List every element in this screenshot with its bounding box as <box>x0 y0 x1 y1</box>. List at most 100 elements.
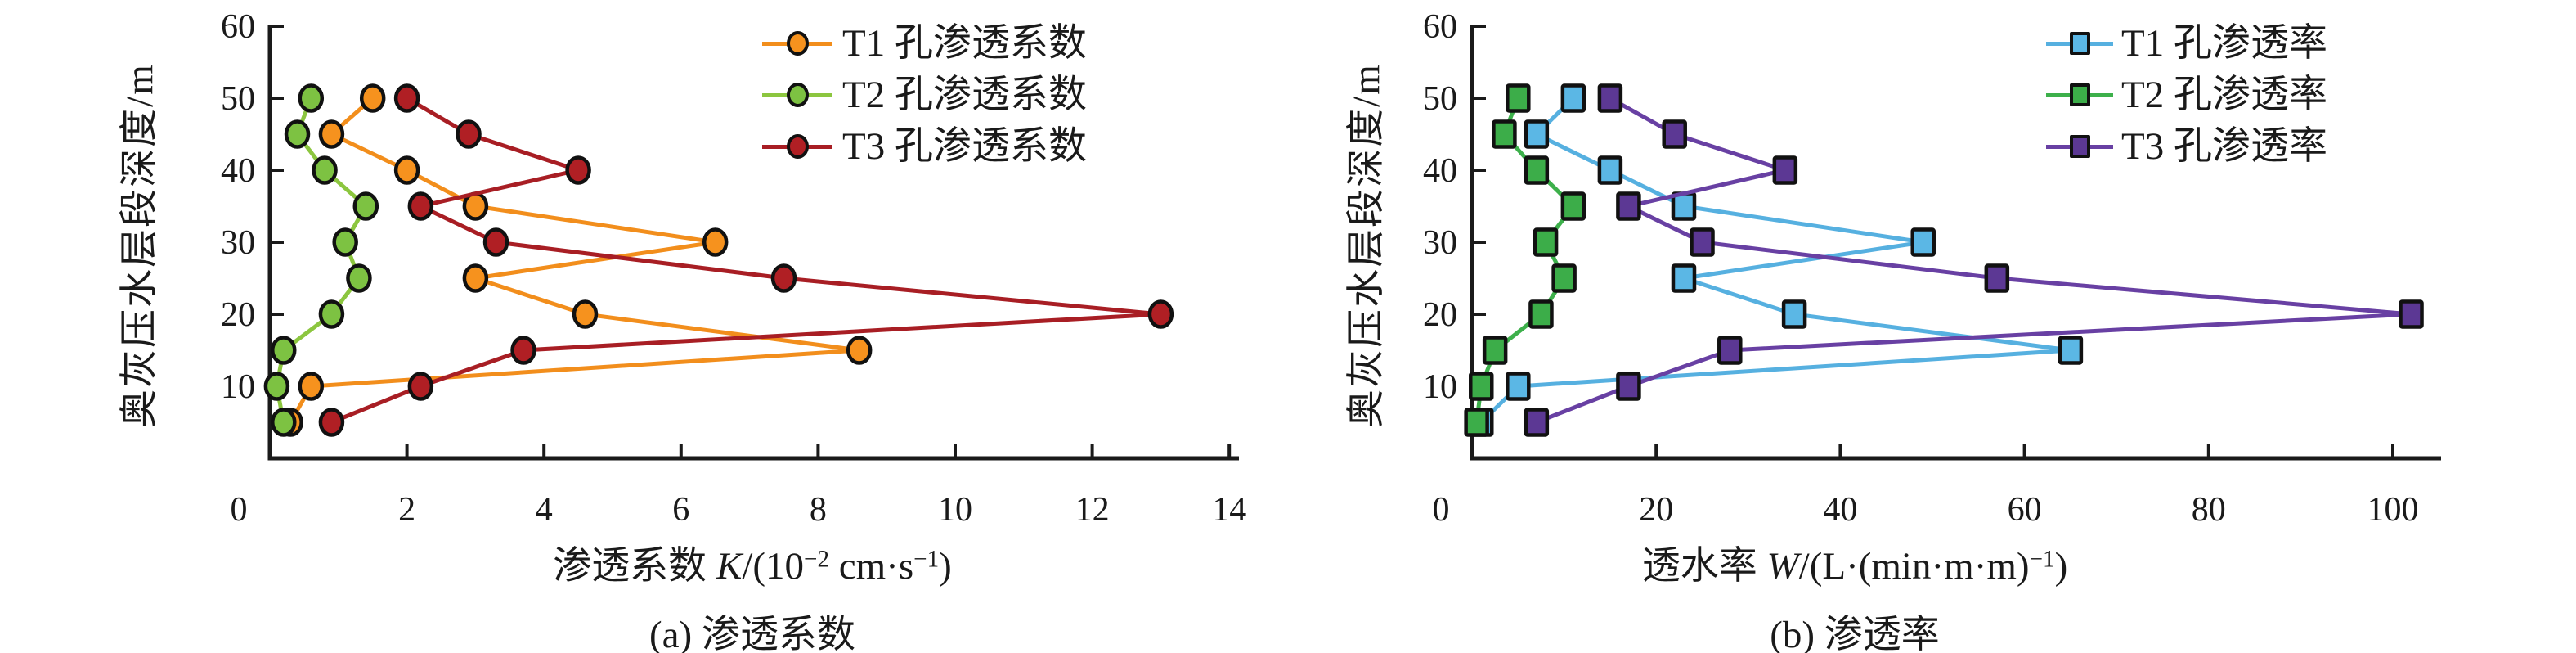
data-point-t2-a <box>263 372 290 401</box>
data-point-t1-a <box>846 336 873 365</box>
y-tick-label: 60 <box>1423 8 1457 46</box>
data-point-t3-b <box>1717 336 1743 365</box>
data-point-t2-a <box>312 155 338 185</box>
y-tick-label: 50 <box>221 80 255 118</box>
data-point-t3-b <box>1616 372 1641 401</box>
x-tick-label: 10 <box>938 491 972 529</box>
axis-title-text: 透水率 <box>1641 545 1767 588</box>
x-tick-label: 20 <box>1639 491 1673 529</box>
axis-title-text: ) <box>939 545 952 588</box>
t3-line-swatch <box>762 120 832 173</box>
data-point-t2-b <box>1533 227 1559 257</box>
data-point-t3-a <box>482 227 509 257</box>
data-point-t2-a <box>346 263 372 293</box>
chart-b-caption: (b) 渗透率 <box>1770 614 1940 653</box>
axis-title-text: 渗透系数 <box>553 545 716 588</box>
x-tick-label: 60 <box>2008 491 2042 529</box>
y-tick-label: 30 <box>1423 224 1457 262</box>
data-point-t3-b <box>1524 408 1550 437</box>
series-line-t1-b <box>1479 96 2073 425</box>
x-tick-label: 14 <box>1212 491 1246 529</box>
legend-item-t1-a: T1 孔渗透系数 <box>762 17 1087 70</box>
series-line-t3-a <box>329 96 1163 425</box>
chart-b-y-axis-title: 奥灰压水层段深度/m <box>1345 63 1388 428</box>
legend-label: T3 孔渗透率 <box>2121 125 2327 168</box>
data-point-t3-b <box>1984 263 2010 293</box>
legend-label: T2 孔渗透系数 <box>842 74 1087 116</box>
x-tick-label: 80 <box>2192 491 2226 529</box>
data-point-t1-b <box>1597 155 1623 185</box>
data-point-t1-a <box>359 83 386 113</box>
chart-b-x-axis-title: 透水率 W/(L·(min·m·m)−1) <box>1364 534 2345 590</box>
y-tick-label: 40 <box>221 152 255 190</box>
data-point-t3-a <box>770 263 797 293</box>
data-point-t2-b <box>1469 372 1494 401</box>
y-tick-label: 30 <box>221 224 255 262</box>
y-tick-label: 20 <box>1423 296 1457 334</box>
axis-title-text: /(10 <box>742 545 805 588</box>
t3-square-marker-icon <box>2070 135 2090 158</box>
chart-a-x-axis-title: 渗透系数 K/(10−2 cm·s−1) <box>262 534 1243 590</box>
data-point-t2-a <box>318 299 345 329</box>
legend-label: T2 孔渗透率 <box>2121 74 2327 116</box>
chart-a-y-axis-title: 奥灰压水层段深度/m <box>119 63 161 428</box>
y-tick-label: 50 <box>1423 80 1457 118</box>
x-tick-label: 12 <box>1075 491 1110 529</box>
data-point-t3-b <box>2399 299 2424 329</box>
axis-title-text: ) <box>2054 545 2068 588</box>
y-tick-label: 20 <box>221 296 255 334</box>
data-point-t2-a <box>284 119 311 149</box>
data-point-t2-a <box>332 227 358 257</box>
data-point-t2-b <box>1482 336 1508 365</box>
legend-label: T1 孔渗透率 <box>2121 22 2327 65</box>
data-point-t1-a <box>298 372 325 401</box>
x-tick-label: 2 <box>398 491 415 529</box>
data-point-t3-b <box>1616 191 1641 221</box>
data-point-t2-b <box>1551 263 1577 293</box>
data-point-t2-b <box>1492 119 1517 149</box>
y-tick-label: 60 <box>221 8 255 46</box>
t1-square-marker-icon <box>2070 32 2090 55</box>
data-point-t3-a <box>407 191 434 221</box>
data-point-t3-a <box>407 372 434 401</box>
x-tick-label: 4 <box>536 491 553 529</box>
data-point-t2-b <box>1524 155 1550 185</box>
data-point-t3-a <box>1147 299 1174 329</box>
data-point-t1-b <box>1524 119 1550 149</box>
legend-label: T3 孔渗透系数 <box>842 125 1087 168</box>
legend-item-t1-b: T1 孔渗透率 <box>2046 17 2327 70</box>
data-point-t1-b <box>2058 336 2084 365</box>
data-point-t3-b <box>1772 155 1798 185</box>
data-point-t1-a <box>572 299 599 329</box>
data-point-t2-b <box>1506 83 1531 113</box>
data-point-t1-a <box>318 119 345 149</box>
data-point-t1-a <box>393 155 420 185</box>
t2-line-swatch <box>2046 69 2113 121</box>
data-point-t2-a <box>271 408 297 437</box>
data-point-t1-b <box>1506 372 1531 401</box>
superscript: −2 <box>804 546 830 573</box>
legend-label: T1 孔渗透系数 <box>842 22 1087 65</box>
x-tick-label: 0 <box>231 491 248 529</box>
x-tick-label: 100 <box>2367 491 2419 529</box>
axis-symbol: K <box>716 545 743 588</box>
legend-item-t2-a: T2 孔渗透系数 <box>762 69 1087 121</box>
t1-circle-marker-icon <box>787 31 809 56</box>
data-point-t3-b <box>1690 227 1715 257</box>
data-point-t2-b <box>1528 299 1554 329</box>
data-point-t3-a <box>456 119 482 149</box>
y-tick-label: 10 <box>1423 368 1457 406</box>
data-point-t3-b <box>1662 119 1687 149</box>
legend-item-t2-b: T2 孔渗透率 <box>2046 69 2327 121</box>
data-point-t2-a <box>298 83 325 113</box>
t1-line-swatch <box>2046 17 2113 70</box>
t2-circle-marker-icon <box>787 83 809 107</box>
data-point-t3-b <box>1597 83 1623 113</box>
series-line-t1-a <box>288 96 862 425</box>
legend-item-t3-a: T3 孔渗透系数 <box>762 120 1087 173</box>
t2-line-swatch <box>762 69 832 121</box>
superscript: −1 <box>913 546 940 573</box>
series-line-t3-b <box>1534 96 2414 425</box>
data-point-t2-b <box>1464 408 1489 437</box>
x-tick-label: 6 <box>672 491 689 529</box>
